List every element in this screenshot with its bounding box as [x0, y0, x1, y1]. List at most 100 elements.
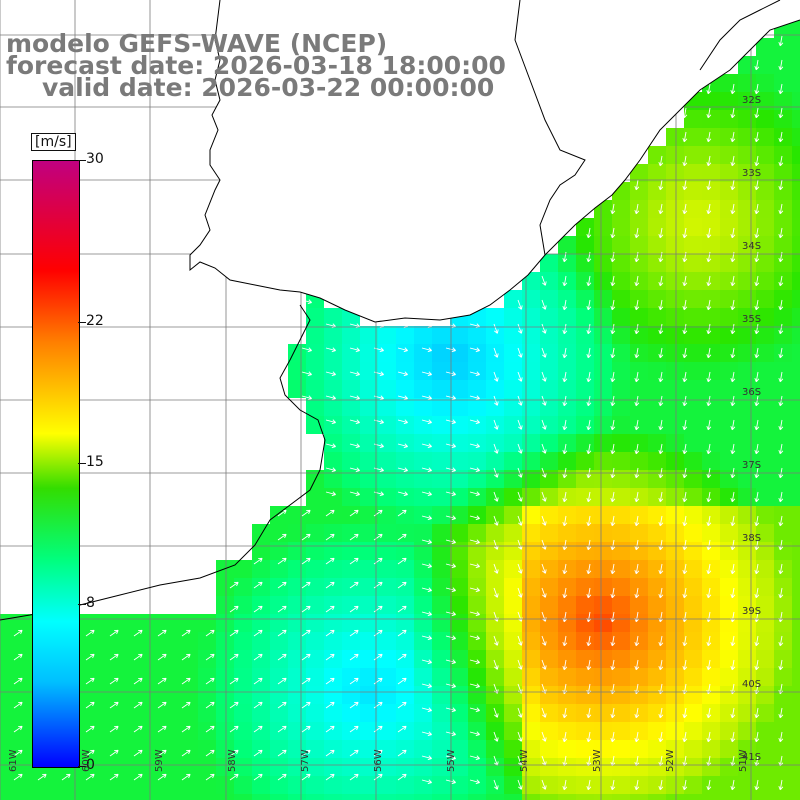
- wind-arrow: [349, 677, 359, 685]
- wind-cell: [720, 704, 738, 722]
- wind-arrow: [706, 83, 712, 95]
- wind-arrow: [397, 491, 408, 497]
- wind-cell: [594, 308, 612, 326]
- wind-cell: [594, 362, 612, 380]
- wind-arrow: [277, 557, 287, 565]
- wind-cell: [414, 794, 432, 800]
- wind-cell: [360, 524, 378, 542]
- wind-arrow: [778, 659, 784, 671]
- wind-cell: [288, 632, 306, 650]
- wind-cell: [792, 614, 800, 632]
- wind-cell: [774, 614, 792, 632]
- wind-cell: [576, 650, 594, 668]
- wind-arrow: [349, 749, 359, 757]
- wind-arrow: [754, 587, 760, 599]
- wind-arrow: [277, 749, 287, 757]
- wind-arrow: [562, 659, 568, 671]
- wind-arrow: [397, 677, 407, 685]
- wind-cell: [684, 272, 702, 290]
- wind-cell: [324, 524, 342, 542]
- wind-arrow: [562, 443, 568, 455]
- wind-cell: [126, 704, 144, 722]
- colorbar-tick-label: 8: [86, 595, 95, 612]
- wind-arrow: [421, 731, 432, 737]
- wind-cell: [378, 560, 396, 578]
- wind-arrow: [325, 491, 336, 497]
- wind-cell: [774, 560, 792, 578]
- wind-cell: [288, 668, 306, 686]
- title-model: modelo GEFS-WAVE (NCEP): [6, 29, 388, 58]
- wind-cell: [504, 794, 522, 800]
- wind-cell: [414, 398, 432, 416]
- wind-cell: [306, 650, 324, 668]
- wind-arrow: [634, 539, 640, 551]
- wind-cell: [378, 434, 396, 452]
- wind-arrow: [610, 371, 616, 383]
- wind-arrow: [301, 509, 311, 517]
- wind-cell: [504, 362, 522, 380]
- wind-cell: [774, 686, 792, 704]
- wind-arrow: [610, 635, 616, 647]
- wind-cell: [594, 758, 612, 776]
- wind-cell: [648, 632, 666, 650]
- wind-arrow: [730, 323, 736, 335]
- wind-cell: [756, 632, 774, 650]
- wind-cell: [0, 614, 18, 632]
- wind-arrow: [610, 443, 616, 455]
- wind-arrow: [562, 731, 568, 743]
- wind-cell: [216, 704, 234, 722]
- wind-cell: [468, 596, 486, 614]
- wind-cell: [126, 776, 144, 794]
- wind-cell: [450, 596, 468, 614]
- wind-arrow: [658, 227, 664, 239]
- wind-cell: [774, 218, 792, 236]
- wind-cell: [306, 488, 324, 506]
- wind-cell: [756, 758, 774, 776]
- wind-arrow: [469, 707, 480, 713]
- wind-cell: [648, 344, 666, 362]
- wind-cell: [720, 542, 738, 560]
- wind-cell: [162, 686, 180, 704]
- wind-cell: [216, 758, 234, 776]
- wind-arrow: [253, 677, 263, 685]
- wind-cell: [486, 722, 504, 740]
- wind-cell: [540, 704, 558, 722]
- wind-arrow: [229, 749, 239, 757]
- wind-cell: [720, 758, 738, 776]
- wind-cell: [666, 506, 684, 524]
- wind-arrow: [277, 533, 287, 541]
- wind-cell: [504, 686, 522, 704]
- wind-cell: [756, 110, 774, 128]
- wind-cell: [288, 344, 306, 362]
- wind-arrow: [541, 563, 547, 574]
- wind-cell: [774, 236, 792, 254]
- wind-cell: [792, 434, 800, 452]
- wind-cell: [396, 488, 414, 506]
- wind-cell: [360, 326, 378, 344]
- wind-cell: [774, 146, 792, 164]
- wind-cell: [576, 254, 594, 272]
- wind-cell: [90, 722, 108, 740]
- wind-cell: [648, 596, 666, 614]
- wind-cell: [450, 560, 468, 578]
- wind-cell: [666, 452, 684, 470]
- wind-cell: [756, 164, 774, 182]
- wind-cell: [702, 614, 720, 632]
- wind-cell: [324, 686, 342, 704]
- wind-cell: [252, 722, 270, 740]
- wind-cell: [612, 290, 630, 308]
- wind-cell: [702, 236, 720, 254]
- wind-arrow: [517, 299, 523, 310]
- wind-cell: [234, 578, 252, 596]
- wind-arrow: [730, 731, 736, 743]
- wind-cell: [720, 182, 738, 200]
- wind-arrow: [754, 155, 760, 167]
- wind-cell: [468, 380, 486, 398]
- wind-cell: [666, 704, 684, 722]
- wind-cell: [360, 506, 378, 524]
- wind-arrow: [157, 629, 167, 637]
- wind-cell: [540, 758, 558, 776]
- wind-cell: [666, 434, 684, 452]
- wind-cell: [738, 596, 756, 614]
- wind-arrow: [85, 629, 95, 637]
